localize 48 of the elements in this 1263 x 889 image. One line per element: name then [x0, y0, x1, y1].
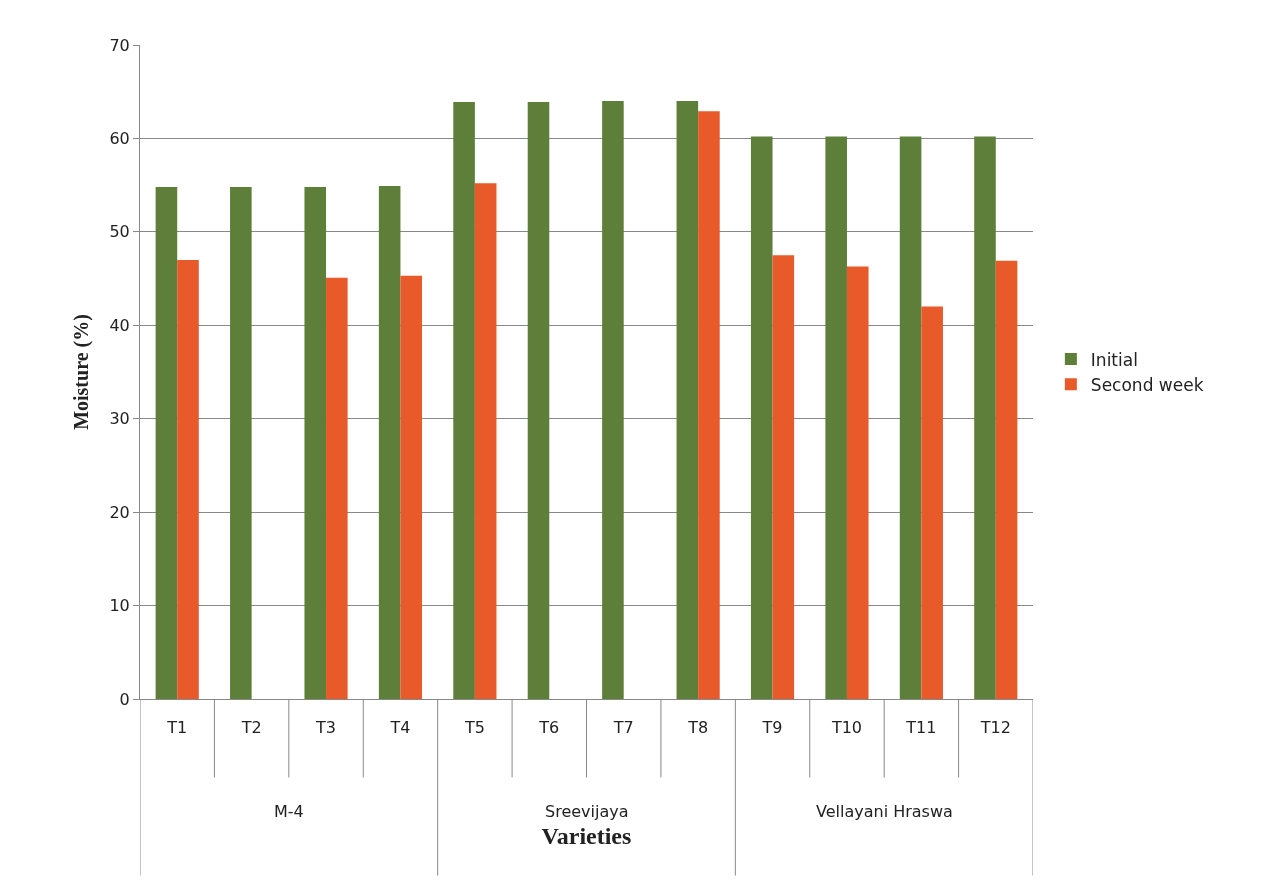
bar	[974, 136, 996, 699]
bar	[698, 111, 720, 699]
x-tick-label: T12	[979, 718, 1011, 738]
x-tick-label: T1	[166, 718, 188, 738]
y-tick-label: 70	[109, 35, 130, 55]
x-tick-label: T10	[830, 718, 863, 738]
bar	[527, 101, 550, 699]
bar	[921, 306, 943, 699]
bar	[899, 136, 922, 699]
legend-label: Second week	[1090, 374, 1204, 395]
bar	[474, 183, 497, 699]
bar	[326, 277, 348, 699]
y-tick-label: 50	[109, 222, 130, 242]
bar	[772, 255, 795, 699]
x-tick-label: T6	[538, 718, 560, 738]
y-axis-title: Moisture (%)	[69, 314, 93, 430]
bar	[602, 101, 624, 699]
x-tick-label: T9	[761, 718, 783, 738]
legend-label: Initial	[1090, 349, 1138, 370]
x-tick-label: T7	[612, 718, 634, 738]
y-tick-label: 0	[119, 689, 130, 709]
bar	[378, 186, 401, 699]
text: Sreevijaya	[545, 802, 629, 821]
x-tick-label: T5	[463, 718, 485, 738]
bar	[453, 101, 475, 699]
y-tick-label: 20	[109, 502, 130, 522]
x-tick-label: T3	[315, 718, 337, 738]
text: Vellayani Hraswa	[816, 802, 953, 821]
bar	[676, 101, 699, 699]
y-tick-label: 30	[109, 409, 130, 429]
x-tick-label: T8	[687, 718, 709, 738]
bar	[155, 187, 178, 699]
y-tick-label: 60	[109, 129, 130, 149]
bar	[230, 187, 252, 699]
y-tick-label: 40	[109, 315, 130, 335]
bar	[825, 136, 847, 699]
bar	[846, 266, 869, 699]
bar	[400, 275, 423, 699]
x-tick-label: T4	[389, 718, 411, 738]
bar	[177, 259, 199, 699]
y-tick-label: 10	[109, 596, 130, 616]
bar	[995, 260, 1018, 699]
x-tick-label: T11	[905, 718, 937, 738]
bar	[750, 136, 773, 699]
x-tick-label: T2	[240, 718, 262, 738]
text: M-4	[274, 802, 304, 821]
bar	[304, 187, 327, 699]
x-axis-title: Varieties	[541, 822, 632, 849]
